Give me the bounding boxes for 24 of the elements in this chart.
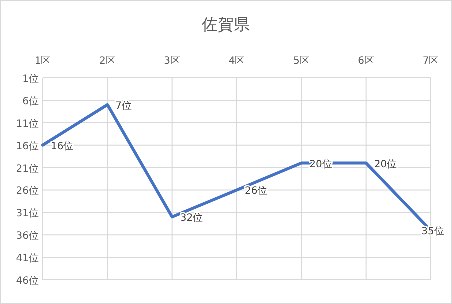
x-tick-label: 2区 (99, 56, 116, 67)
x-tick-label: 7区 (422, 56, 440, 67)
y-tick-label: 11位 (16, 118, 39, 130)
x-tick-label: 1区 (34, 56, 52, 67)
y-tick-label: 26位 (16, 185, 39, 198)
data-label: 32位 (180, 212, 204, 224)
y-tick-label: 1位 (22, 73, 39, 85)
y-tick-label: 6位 (22, 95, 39, 108)
data-label: 20位 (374, 158, 398, 170)
x-tick-label: 3区 (164, 56, 181, 67)
y-tick-label: 21位 (16, 162, 39, 175)
y-tick-label: 16位 (16, 140, 39, 152)
y-tick-label: 46位 (16, 275, 39, 287)
y-tick-label: 36位 (16, 230, 39, 242)
x-tick-label: 4区 (228, 56, 246, 67)
chart-title: 佐賀県 (202, 15, 250, 34)
x-tick-label: 5区 (293, 56, 310, 67)
x-tick-label: 6区 (358, 56, 375, 67)
data-label: 7位 (116, 100, 132, 112)
y-tick-label: 31位 (16, 208, 39, 220)
y-tick-label: 41位 (16, 252, 39, 265)
data-label: 35位 (422, 226, 444, 238)
data-label: 26位 (245, 185, 268, 198)
data-label: 16位 (51, 140, 74, 152)
